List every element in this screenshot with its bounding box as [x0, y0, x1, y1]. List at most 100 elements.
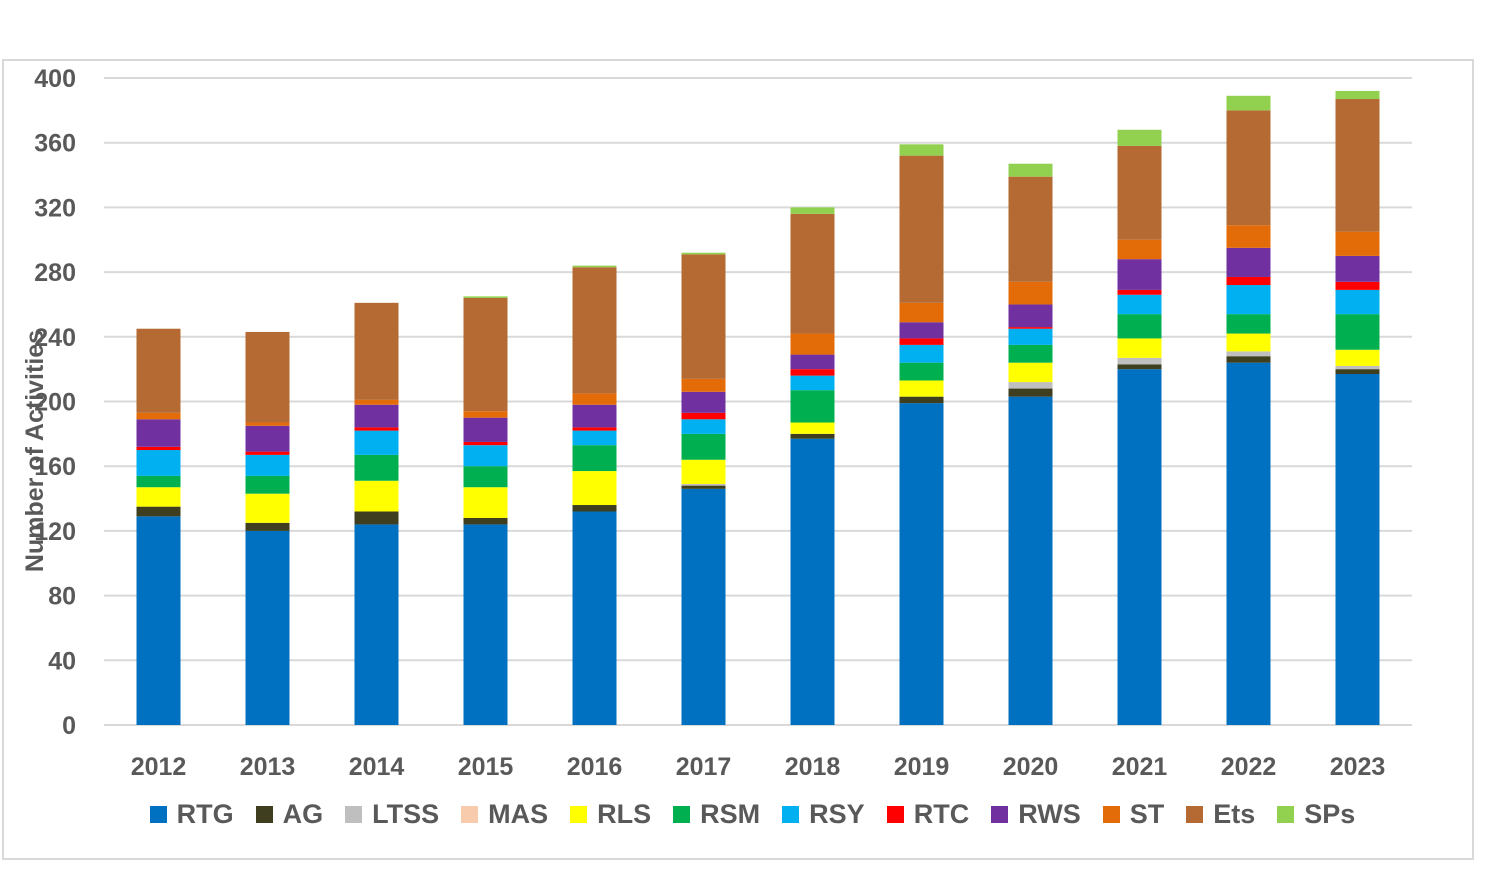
bar-segment-st — [245, 422, 290, 426]
y-tick-label: 0 — [62, 712, 76, 740]
bar-segment-ag — [136, 506, 181, 517]
legend-item-ag: AG — [255, 799, 323, 830]
legend-item-ets: Ets — [1186, 799, 1255, 830]
legend-swatch — [345, 805, 363, 823]
bar-segment-ets — [1226, 110, 1271, 226]
bar-segment-st — [1226, 225, 1271, 248]
bar-segment-st — [899, 302, 944, 323]
bar-segment-rls — [463, 487, 508, 518]
legend-label: LTSS — [372, 798, 440, 829]
y-axis-title: Number of Activities — [21, 330, 49, 572]
x-tick-label: 2013 — [240, 753, 296, 781]
bar-segment-rtc — [1226, 276, 1271, 286]
bar-segment-rtc — [1008, 327, 1053, 329]
bar-segment-st — [790, 333, 835, 355]
bar-segment-rsy — [136, 450, 181, 476]
x-tick-label: 2016 — [567, 753, 623, 781]
bar-segment-sps — [463, 296, 508, 298]
bar-segment-rtc — [790, 369, 835, 376]
bar-segment-ag — [1335, 369, 1380, 375]
legend-swatch — [886, 805, 904, 823]
bar-segment-ag — [463, 517, 508, 525]
bar-segment-rtg — [681, 488, 726, 725]
legend-label: RSY — [809, 798, 865, 829]
legend-item-rls: RLS — [570, 799, 651, 830]
bar-segment-ag — [1117, 364, 1162, 370]
bar-segment-rtg — [1117, 369, 1162, 725]
bar-segment-rws — [1335, 255, 1380, 282]
legend-label: RTG — [176, 798, 234, 829]
bar-segment-st — [1117, 239, 1162, 260]
bar-segment-rls — [1335, 349, 1380, 366]
bar-segment-rls — [1226, 333, 1271, 352]
bar-segment-ets — [1335, 99, 1380, 232]
legend-label: ST — [1129, 798, 1165, 829]
bar-segment-rtc — [681, 412, 726, 420]
y-tick-label: 200 — [34, 389, 76, 417]
bar-segment-rsm — [790, 390, 835, 423]
bar-segment-rtc — [572, 427, 617, 431]
bar-segment-rsm — [899, 362, 944, 381]
legend-swatch — [149, 805, 167, 823]
bar-segment-rsy — [790, 375, 835, 391]
bar-segment-rtc — [1117, 289, 1162, 295]
bar-segment-rls — [136, 487, 181, 507]
bar-segment-rtg — [1335, 374, 1380, 725]
bar-segment-rsy — [463, 445, 508, 467]
bar-segment-rws — [136, 419, 181, 447]
y-tick-label: 40 — [48, 647, 76, 675]
legend-label: RTC — [913, 798, 970, 829]
bar-segment-ltss — [1117, 357, 1162, 365]
legend-item-rtg: RTG — [149, 798, 234, 830]
bar-segment-rsy — [245, 454, 290, 476]
bar-segment-rls — [899, 380, 944, 397]
bar-segment-rsm — [572, 445, 617, 472]
bar-segment-st — [1008, 281, 1053, 305]
y-axis-ticks: 0 40 80 120 160 200 240 280 320 360 400 — [34, 65, 76, 740]
bar-segment-rws — [1117, 259, 1162, 290]
bar-segment-rsy — [572, 430, 617, 446]
bar-segment-rls — [354, 480, 399, 512]
bar-segment-rtg — [354, 524, 399, 725]
x-tick-label: 2021 — [1112, 753, 1168, 781]
legend-item-ltss: LTSS — [345, 799, 439, 830]
bar-segment-st — [1335, 231, 1380, 256]
bar-segment-sps — [1117, 129, 1162, 146]
legend-label: SPs — [1304, 798, 1356, 829]
bar-segment-rws — [245, 425, 290, 452]
bar-segment-sps — [1008, 163, 1053, 177]
bar-segment-rls — [572, 471, 617, 506]
bar-segment-sps — [572, 265, 617, 268]
bar-segment-rws — [1008, 304, 1053, 328]
gridlines — [104, 77, 1412, 726]
bar-segment-rsy — [1008, 328, 1053, 345]
legend: RTG AG LTSS MAS RLS RSM RSY RTC RWS ST Ets SPs — [0, 794, 1505, 834]
y-tick-label: 80 — [48, 583, 76, 611]
bar-segment-rls — [1117, 338, 1162, 358]
bar-segment-rws — [1226, 247, 1271, 277]
bar-segment-rtc — [136, 446, 181, 451]
bar-segment-rls — [245, 493, 290, 523]
bar-segment-rtc — [1335, 281, 1380, 290]
bar-segment-rtg — [245, 530, 290, 725]
legend-swatch — [782, 805, 800, 823]
legend-label: RSM — [700, 798, 761, 829]
legend-swatch — [1186, 805, 1204, 823]
x-tick-label: 2012 — [131, 753, 187, 781]
bar-segment-rls — [790, 422, 835, 434]
bar-segment-rsy — [354, 430, 399, 455]
bar-segment-rws — [681, 391, 726, 413]
bar-segment-ltss — [1335, 365, 1380, 370]
bar-segment-rws — [572, 404, 617, 428]
bar-segment-st — [136, 412, 181, 420]
bar-segment-ets — [354, 302, 399, 400]
bar-segment-rtg — [136, 516, 181, 725]
bar-segment-rtc — [245, 451, 290, 455]
y-tick-label: 360 — [34, 130, 76, 158]
bar-segment-rsm — [1335, 314, 1380, 350]
bar-segment-rsm — [1226, 314, 1271, 334]
legend-item-st: ST — [1102, 798, 1165, 830]
bar-segment-ag — [1008, 388, 1053, 397]
bar-segment-rsm — [354, 454, 399, 481]
